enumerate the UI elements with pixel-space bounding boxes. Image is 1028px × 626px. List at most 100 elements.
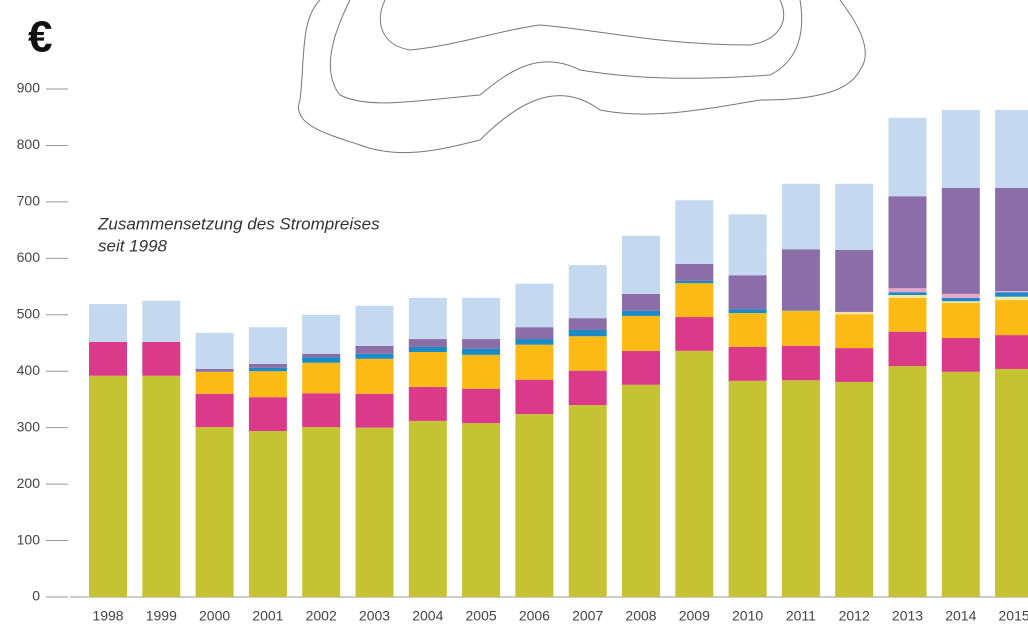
bar-segment [302, 393, 340, 427]
x-tick-label: 2002 [306, 608, 337, 624]
bar-segment [515, 327, 553, 339]
x-tick-label: 2008 [625, 608, 656, 624]
bar-segment [462, 349, 500, 355]
bar-segment [995, 291, 1028, 292]
bar-segment [409, 339, 447, 347]
bar-segment [569, 336, 607, 370]
bar-segment [782, 184, 820, 249]
bar-segment [249, 364, 287, 368]
bar-segment [995, 292, 1028, 297]
bar-segment [995, 297, 1028, 300]
bar-segment [356, 306, 394, 346]
bar-segment [356, 359, 394, 394]
bar-segment [515, 345, 553, 380]
y-tick-label: 0 [32, 588, 40, 604]
bar-segment [515, 380, 553, 414]
bar-segment [995, 188, 1028, 291]
annotation: seit 1998 [98, 236, 168, 255]
bar-segment [196, 394, 234, 427]
bar-segment [462, 355, 500, 389]
annotation: Zusammensetzung des Strompreises [97, 214, 380, 233]
bar-segment [889, 298, 927, 332]
bar-segment [249, 397, 287, 431]
bar-segment [995, 300, 1028, 335]
bar-segment [249, 327, 287, 364]
bar-segment [142, 342, 180, 376]
bar-segment [675, 351, 713, 597]
bar-segment [995, 369, 1028, 597]
bar-segment [782, 380, 820, 597]
bar-segment [942, 188, 980, 294]
bar-segment [835, 348, 873, 382]
bar-segment [835, 314, 873, 348]
y-tick-label: 600 [17, 249, 41, 265]
y-tick-label: 400 [17, 362, 41, 378]
bar-segment [142, 376, 180, 597]
bar-segment [889, 118, 927, 196]
bar-segment [569, 371, 607, 405]
bar-segment [462, 339, 500, 349]
bar-segment [889, 366, 927, 597]
bar-segment [622, 236, 660, 294]
map-outline [298, 0, 865, 153]
bar-segment [409, 352, 447, 387]
bar-segment [675, 281, 713, 283]
bar-segment [782, 249, 820, 310]
bar-segment [835, 312, 873, 314]
y-tick-label: 100 [17, 531, 41, 547]
bar-segment [889, 292, 927, 295]
bar-segment [89, 342, 127, 376]
bar-segment [835, 250, 873, 312]
x-tick-label: 2006 [519, 608, 550, 624]
bar-segment [462, 389, 500, 423]
bar-segment [356, 346, 394, 354]
x-tick-label: 2004 [412, 608, 443, 624]
bar-segment [622, 316, 660, 351]
y-tick-label: 500 [17, 305, 41, 321]
bar-segment [249, 431, 287, 597]
bar-segment [515, 414, 553, 597]
bar-segment [302, 363, 340, 393]
bar-segment [729, 347, 767, 381]
bar-segment [995, 335, 1028, 369]
x-tick-label: 2003 [359, 608, 390, 624]
bar-segment [782, 310, 820, 311]
bar-segment [356, 394, 394, 428]
bar-segment [142, 301, 180, 342]
bar-segment [729, 313, 767, 347]
x-tick-label: 1999 [146, 608, 177, 624]
x-tick-label: 2000 [199, 608, 230, 624]
bar-segment [356, 428, 394, 597]
bar-segment [409, 421, 447, 597]
bar-segment [462, 298, 500, 339]
bar-segment [196, 333, 234, 369]
bar-segment [462, 423, 500, 597]
bar-segment [302, 354, 340, 357]
bar-segment [356, 354, 394, 359]
bar-segment [729, 381, 767, 597]
bar-segment [942, 338, 980, 372]
bar-segment [942, 294, 980, 298]
bar-segment [569, 318, 607, 330]
y-tick-label: 800 [17, 136, 41, 152]
bar-segment [942, 298, 980, 301]
x-tick-label: 2013 [892, 608, 923, 624]
x-tick-label: 2012 [839, 608, 870, 624]
bar-segment [569, 330, 607, 336]
x-tick-label: 2015 [999, 608, 1028, 624]
x-tick-label: 1998 [92, 608, 123, 624]
bar-segment [889, 295, 927, 298]
bar-segment [89, 304, 127, 342]
bar-segment [835, 184, 873, 250]
x-tick-label: 2010 [732, 608, 763, 624]
bar-segment [782, 346, 820, 380]
x-tick-label: 2005 [466, 608, 497, 624]
bar-segment [675, 317, 713, 351]
y-axis-label: € [28, 13, 52, 62]
bar-segment [782, 311, 820, 346]
bar-segment [622, 294, 660, 311]
bar-segment [995, 110, 1028, 188]
bar-segment [196, 372, 234, 394]
bar-segment [889, 288, 927, 292]
bar-segment [942, 303, 980, 338]
